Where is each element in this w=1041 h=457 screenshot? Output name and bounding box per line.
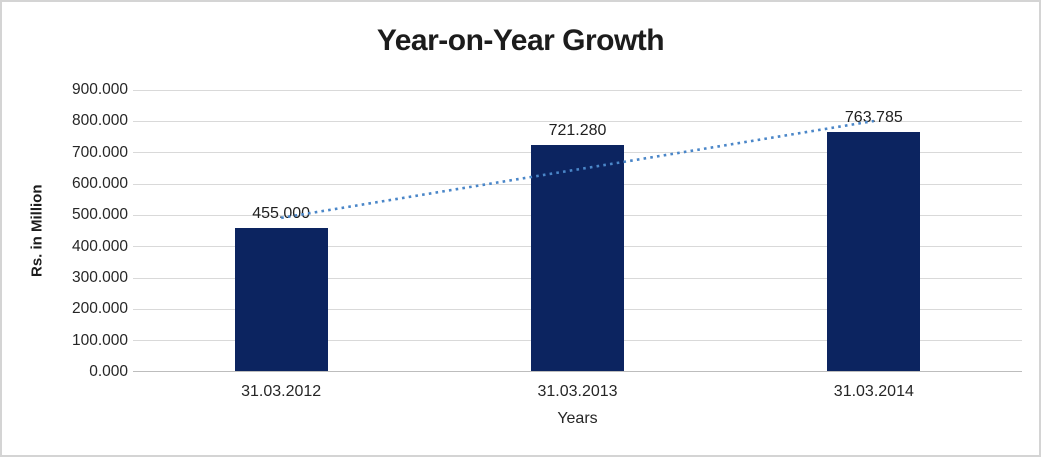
bar-value-label: 455.000: [252, 205, 311, 223]
y-tick-label: 500.000: [71, 206, 128, 224]
y-tick-label: 900.000: [71, 81, 128, 98]
bar: [234, 228, 328, 371]
plot-area: 455.000 721.280 763.785: [133, 89, 1022, 372]
x-axis-line: [133, 371, 1022, 372]
x-axis-title: Years: [557, 410, 598, 427]
bar: [827, 131, 921, 371]
chart-title: Year-on-Year Growth: [376, 24, 665, 57]
y-tick-label: 400.000: [71, 237, 128, 255]
x-tick-label: 31.03.2013: [537, 383, 618, 400]
bar-value-label: 721.280: [548, 122, 607, 139]
y-tick-label: 800.000: [71, 112, 128, 130]
x-tick-label: 31.03.2014: [833, 383, 914, 400]
y-tick-label: 700.000: [71, 143, 128, 161]
x-tick-label: 31.03.2012: [241, 383, 322, 400]
y-tick-label: 200.000: [71, 300, 128, 318]
y-tick-label: 600.000: [71, 175, 128, 192]
bar-value-label: 763.785: [844, 108, 903, 126]
y-tick-label: 100.000: [71, 331, 128, 349]
y-tick-label: 0.000: [89, 363, 128, 380]
gridline: [133, 89, 1022, 91]
bar: [531, 145, 624, 371]
y-tick-label: 300.000: [71, 269, 128, 286]
